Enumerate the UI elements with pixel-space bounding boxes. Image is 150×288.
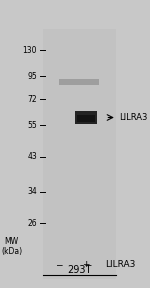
Text: MW
(kDa): MW (kDa) bbox=[1, 236, 22, 256]
Text: 293T: 293T bbox=[67, 265, 92, 275]
Text: 26: 26 bbox=[28, 219, 37, 228]
Text: 95: 95 bbox=[27, 72, 37, 81]
Bar bbox=[75, 111, 97, 124]
Bar bbox=[59, 79, 99, 85]
Text: LILRA3: LILRA3 bbox=[105, 260, 135, 269]
Text: 72: 72 bbox=[28, 95, 37, 104]
Text: −: − bbox=[56, 260, 63, 269]
Text: 130: 130 bbox=[23, 46, 37, 55]
Text: 43: 43 bbox=[27, 152, 37, 162]
Text: 55: 55 bbox=[27, 121, 37, 130]
Bar bbox=[77, 115, 94, 122]
Text: 34: 34 bbox=[27, 187, 37, 196]
Text: LILRA3: LILRA3 bbox=[119, 113, 148, 122]
Text: +: + bbox=[82, 260, 90, 269]
Bar bbox=[43, 29, 116, 279]
